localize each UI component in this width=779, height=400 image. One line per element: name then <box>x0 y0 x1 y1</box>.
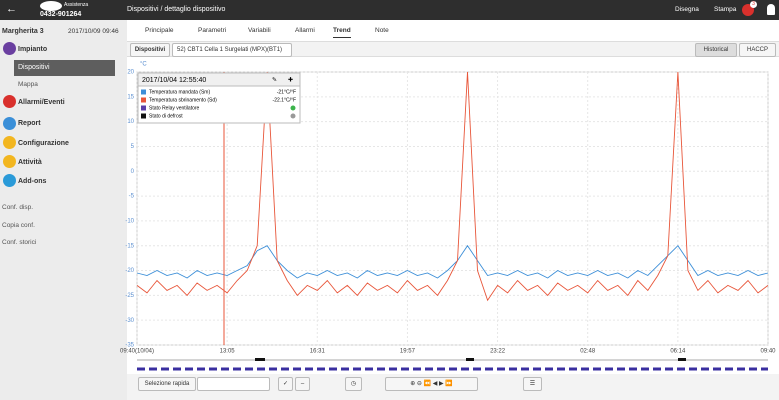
tooltip-name: Temperatura mandata (Sm) <box>149 89 210 95</box>
tooltip-value: -22.1°C/°F <box>273 97 296 103</box>
tab-active[interactable]: Trend <box>333 27 351 38</box>
x-tick-label: 02:48 <box>580 349 596 355</box>
icon <box>3 95 16 108</box>
tooltip-header <box>137 72 301 87</box>
link[interactable]: Conf. disp. <box>2 204 34 211</box>
y-tick-label: -5 <box>129 194 135 200</box>
status-dot <box>290 113 296 119</box>
tooltip-value: -21°C/°F <box>277 89 296 95</box>
icon <box>3 117 16 130</box>
datetime: 2017/10/09 09:46 <box>68 28 119 35</box>
top-bar: ← Assistenza 0432-901264 Dispositivi / d… <box>0 0 779 20</box>
icon <box>3 136 16 149</box>
tab[interactable]: Allarmi <box>295 27 315 34</box>
site-name: Margherita 3 <box>2 28 44 35</box>
bottom-toolbar: Selezione rapida ✓ – ◷ ⊕ ⊖ ⏪ ◀ ▶ ⏩ ☰ <box>127 374 779 400</box>
y-tick-label: -15 <box>125 243 134 249</box>
menu-item[interactable]: Report <box>18 120 41 127</box>
user-icon[interactable] <box>767 4 775 15</box>
legend-swatch <box>141 89 146 95</box>
tab[interactable]: Variabili <box>248 27 271 34</box>
menu-item[interactable]: Mappa <box>18 81 38 88</box>
link[interactable]: Conf. storici <box>2 239 37 246</box>
navigator-mark <box>255 358 265 361</box>
x-tick-label: 09:40(10/04) <box>120 349 154 355</box>
tooltip-name: Temperatura sbrinamento (Sd) <box>149 97 217 103</box>
y-tick-label: -35 <box>125 343 134 349</box>
remove-button[interactable]: – <box>295 377 310 391</box>
historical-button[interactable]: Historical <box>695 43 737 57</box>
menu-item[interactable]: Add-ons <box>18 178 47 185</box>
y-tick-label: 15 <box>127 94 134 100</box>
quick-select-label: Selezione rapida <box>138 377 196 391</box>
y-tick-label: -10 <box>125 218 134 224</box>
alarm-badge: 3 <box>750 1 757 8</box>
y-tick-label: -30 <box>125 318 134 324</box>
menu-label: Dispositivi <box>18 64 50 71</box>
menu-item[interactable]: Attività <box>18 159 42 166</box>
tab[interactable]: Note <box>375 27 389 34</box>
x-tick-label: 06:14 <box>670 349 686 355</box>
quick-select[interactable] <box>197 377 270 391</box>
zoom-controls[interactable]: ⊕ ⊖ ⏪ ◀ ▶ ⏩ <box>385 377 478 391</box>
device-bar: Dispositivi 52) CBT1 Cella 1 Surgelati (… <box>127 41 779 57</box>
draw-button[interactable]: Disegna <box>675 6 699 13</box>
x-tick-label: 16:31 <box>310 349 326 355</box>
y-tick-label: 20 <box>127 70 134 76</box>
tab[interactable]: Principale <box>145 27 174 34</box>
tooltip-name: Stato Relay ventilatore <box>149 105 200 111</box>
clock-button[interactable]: ◷ <box>345 377 362 391</box>
y-tick-label: -25 <box>125 293 134 299</box>
confirm-button[interactable]: ✓ <box>278 377 293 391</box>
menu-button[interactable]: ☰ <box>523 377 542 391</box>
series-line <box>136 71 769 302</box>
menu-item[interactable]: Allarmi/Eventi <box>18 99 65 106</box>
icon <box>3 155 16 168</box>
y-tick-label: 5 <box>131 144 135 150</box>
tooltip-name: Stato di defrost <box>149 113 183 119</box>
edit-icon: ✎ <box>272 77 277 84</box>
print-button[interactable]: Stampa <box>714 6 737 13</box>
status-dot <box>290 105 296 111</box>
logo-text: Assistenza <box>64 2 89 8</box>
add-icon: ✚ <box>288 77 293 84</box>
phone: 0432-901264 <box>40 11 82 18</box>
x-tick-label: 13:05 <box>220 349 236 355</box>
device-select[interactable]: 52) CBT1 Cella 1 Surgelati (MPX)(BT1) <box>172 43 292 57</box>
menu-item-selected[interactable]: Dispositivi <box>14 60 115 76</box>
y-tick-label: 0 <box>131 169 135 175</box>
haccp-button[interactable]: HACCP <box>739 43 776 57</box>
sidebar: Margherita 3 2017/10/09 09:46 Impianto D… <box>0 20 127 400</box>
x-tick-label: 09:40 <box>760 349 776 355</box>
legend-swatch <box>141 97 146 103</box>
x-tick-label: 23:22 <box>490 349 506 355</box>
logo <box>40 1 62 11</box>
legend-swatch <box>141 113 146 119</box>
back-button[interactable]: ← <box>6 3 17 15</box>
unit-label: °C <box>140 62 147 68</box>
series-line <box>136 244 769 279</box>
tab[interactable]: Parametri <box>198 27 227 34</box>
icon <box>3 174 16 187</box>
legend-swatch <box>141 105 146 111</box>
y-tick-label: 10 <box>127 119 134 125</box>
navigator-mark <box>466 358 474 361</box>
x-tick-label: 19:57 <box>400 349 416 355</box>
menu-item[interactable]: Configurazione <box>18 140 69 147</box>
breadcrumb: Dispositivi / dettaglio dispositivo <box>127 6 226 13</box>
y-tick-label: -20 <box>125 268 134 274</box>
tooltip-time: 2017/10/04 12:55:40 <box>142 77 206 84</box>
link[interactable]: Copia conf. <box>2 222 35 229</box>
menu-item[interactable]: Impianto <box>18 46 48 53</box>
device-label: Dispositivi <box>130 43 170 57</box>
navigator-mark <box>678 358 686 361</box>
icon <box>3 42 16 55</box>
